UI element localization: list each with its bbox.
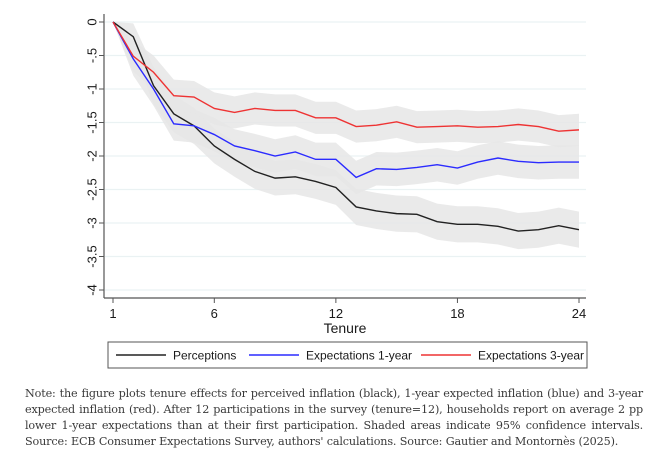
ci-band-expectations-3-year xyxy=(113,22,579,148)
x-tick-label: 1 xyxy=(109,306,116,321)
series-lines xyxy=(112,21,580,232)
x-tick-label: 12 xyxy=(329,306,343,321)
ci-band-expectations-1-year xyxy=(113,22,579,195)
x-tick-label: 6 xyxy=(211,306,218,321)
y-axis-ticks: 0 -.5 -1 -1.5 -2 -2.5 -3 -3.5 -4 xyxy=(84,18,104,296)
y-tick-label: -1.5 xyxy=(84,111,99,133)
series-line-perceptions xyxy=(112,21,580,232)
series-line-expectations-3-year xyxy=(112,21,580,132)
y-tick-label: -2.5 xyxy=(84,178,99,200)
y-tick-label: 0 xyxy=(84,18,99,25)
figure-note: Note: the figure plots tenure effects fo… xyxy=(25,387,643,448)
confidence-bands xyxy=(113,22,579,250)
y-tick-label: -4 xyxy=(84,284,99,296)
legend-box xyxy=(107,341,588,369)
y-tick-label: -3.5 xyxy=(84,245,99,267)
series-line-expectations-1-year xyxy=(112,21,579,179)
legend-label: Expectations 1-year xyxy=(306,349,412,363)
y-tick-label: -2 xyxy=(84,150,99,162)
y-tick-label: -1 xyxy=(84,83,99,95)
y-tick-label: -.5 xyxy=(84,48,99,63)
x-tick-label: 18 xyxy=(450,306,464,321)
tenure-effects-chart: 0 -.5 -1 -1.5 -2 -2.5 -3 -3.5 -4 1 6 12 18 24 Tenure… xyxy=(84,14,588,369)
y-tick-label: -3 xyxy=(84,217,99,229)
x-axis-ticks: 1 6 12 18 24 xyxy=(109,298,586,321)
x-axis-title: Tenure xyxy=(324,320,367,336)
legend: Perceptions Expectations 1-year Expectatio… xyxy=(107,341,588,369)
legend-label: Expectations 3-year xyxy=(478,349,584,363)
legend-label: Perceptions xyxy=(173,349,236,363)
x-tick-label: 24 xyxy=(572,306,586,321)
